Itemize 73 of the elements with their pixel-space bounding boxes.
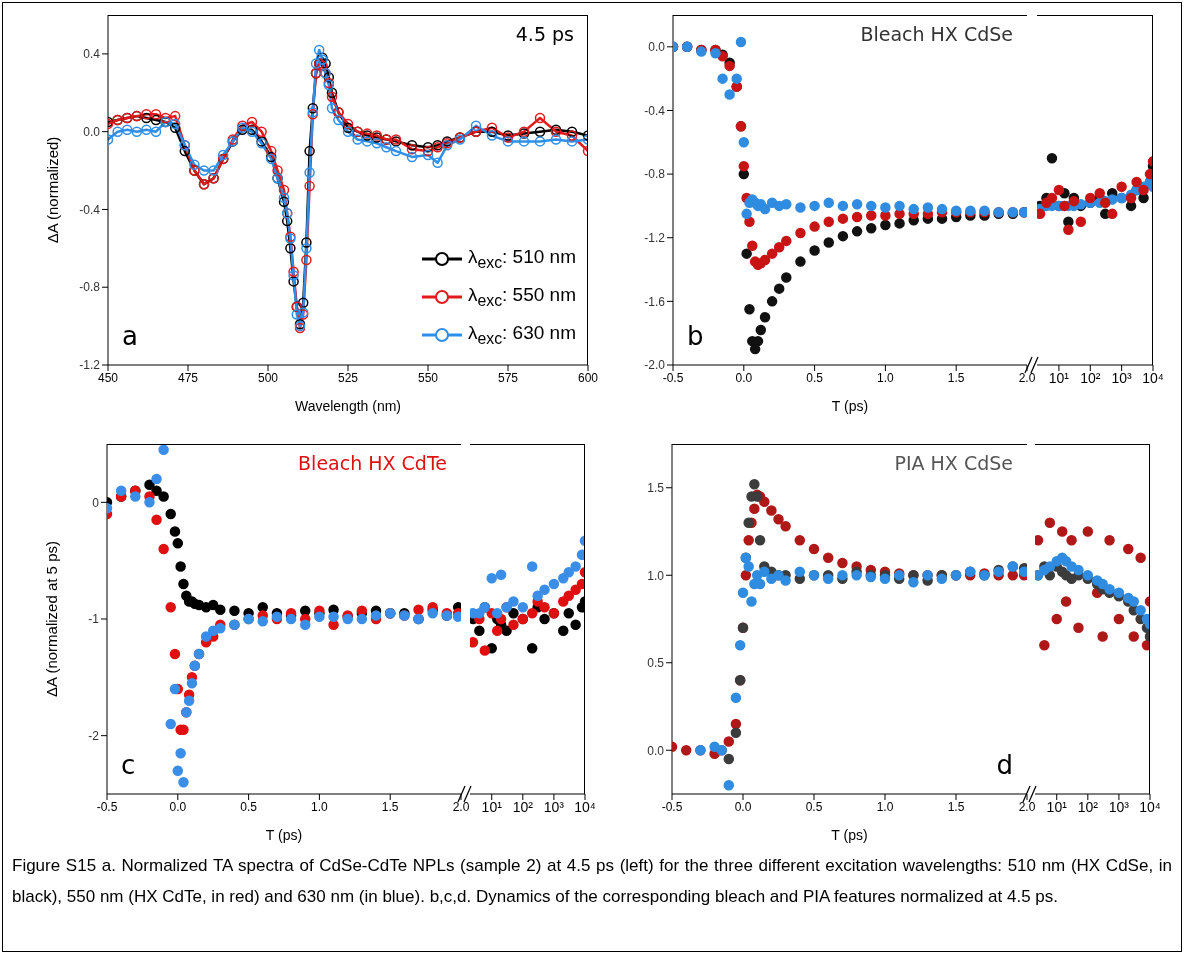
x-tick-label: 1.5: [947, 370, 965, 385]
x-tick-label: 10³: [543, 798, 565, 815]
x-tick-label: -0.5: [661, 799, 683, 814]
y-tick-label: -0.8: [79, 280, 101, 295]
x-tick-label: 525: [337, 370, 359, 385]
y-tick-label: -0.4: [79, 202, 101, 217]
x-tick-label: 2.0: [452, 799, 470, 814]
x-tick-label: 600: [577, 370, 599, 385]
x-tick-label: 0.5: [805, 799, 823, 814]
x-tick-label: -0.5: [96, 799, 118, 814]
annotation: d: [996, 750, 1013, 780]
text: Bleach HX CdTe: [298, 452, 447, 474]
x-tick-label: 10¹: [1048, 369, 1070, 386]
x-tick-label: 1.5: [947, 799, 965, 814]
x-tick-label: 10¹: [481, 798, 503, 815]
x-tick-label: 550: [417, 370, 439, 385]
legend-label: λ$_{exc}$: 510 nm: [467, 246, 576, 272]
x-tick-label: 0.5: [240, 799, 258, 814]
x-tick-label: 2.0: [1018, 799, 1036, 814]
y-tick-label: 0.5: [647, 656, 665, 671]
caption: Figure S15 a. Normalized TA spectra of CdSe-CdTe NPLs (sample 2) at 4.5 ps (left) for the three different excitation wavelengths: 510 nm (HX CdSe, in black), 550 nm (HX CdTe, in red) and 630 nm (in blue). b,c,d. Dynamics of the corresponding bleach and PIA features normalized at 4.5 ps.: [12, 855, 1172, 908]
x-tick-label: 0.0: [735, 370, 753, 385]
y-axis-title: ΔA (normalized at 5 ps): [43, 541, 61, 697]
y-tick-label: -1.2: [644, 230, 666, 245]
x-tick-label: 10²: [1077, 798, 1099, 815]
x-tick-label: 450: [97, 370, 119, 385]
x-axis-title: Wavelength (nm): [294, 398, 402, 414]
x-tick-label: 1.5: [381, 799, 399, 814]
x-tick-label: 0.0: [734, 799, 752, 814]
y-tick-label: 0.0: [83, 124, 101, 139]
y-tick-label: 0: [92, 495, 100, 510]
x-tick-label: 475: [177, 370, 199, 385]
x-tick-label: 1.0: [877, 370, 895, 385]
x-tick-label: -0.5: [662, 370, 684, 385]
y-tick-label: -1.2: [79, 358, 101, 373]
y-tick-label: -1: [88, 612, 100, 627]
x-axis-title: T (ps): [831, 827, 868, 843]
text: Bleach HX CdSe: [860, 23, 1013, 45]
chart-title: PIA HX CdSe: [894, 452, 1013, 474]
x-tick-label: 10⁴: [1142, 369, 1164, 386]
y-tick-label: -0.8: [644, 167, 666, 182]
x-tick-label: 10³: [1111, 369, 1133, 386]
x-tick-label: 10²: [512, 798, 534, 815]
x-axis-title: T (ps): [831, 398, 869, 414]
annotation: b: [687, 321, 704, 351]
x-tick-label: 0.5: [806, 370, 824, 385]
y-tick-label: 0.4: [83, 47, 101, 62]
x-tick-label: 10²: [1080, 369, 1101, 386]
x-axis-title: T (ps): [265, 827, 303, 843]
x-tick-label: 500: [257, 370, 279, 385]
x-tick-label: 575: [497, 370, 519, 385]
x-tick-label: 1.0: [311, 799, 329, 814]
y-tick-label: -2: [88, 728, 100, 743]
legend-label: λ$_{exc}$: 550 nm: [467, 284, 576, 310]
y-tick-label: 1.0: [647, 568, 665, 583]
x-tick-label: 1.0: [876, 799, 894, 814]
y-tick-label: 1.5: [647, 481, 665, 496]
x-tick-label: 10¹: [1046, 798, 1068, 815]
x-tick-label: 10³: [1108, 798, 1130, 815]
x-tick-label: 2.0: [1018, 370, 1036, 385]
y-tick-label: -1.6: [644, 294, 666, 309]
annotation: a: [122, 321, 138, 351]
y-tick-label: 0.0: [648, 40, 666, 55]
x-tick-label: 0.0: [169, 799, 187, 814]
chart-title: 4.5 ps: [515, 23, 574, 45]
y-axis-title: ΔA (normalized): [44, 136, 62, 244]
y-tick-label: -2.0: [644, 358, 666, 373]
y-tick-label: 0.0: [647, 743, 665, 758]
legend-label: λ$_{exc}$: 630 nm: [467, 322, 576, 348]
y-tick-label: -0.4: [644, 103, 666, 118]
x-tick-label: 10⁴: [1139, 798, 1161, 815]
x-tick-label: 10⁴: [574, 798, 596, 815]
annotation: c: [121, 750, 136, 780]
